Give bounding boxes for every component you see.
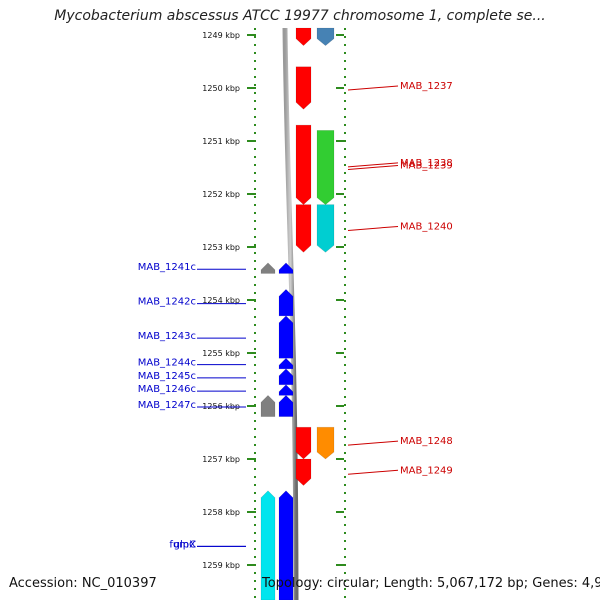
gene-arrow-feature-5[interactable] xyxy=(295,204,312,253)
gene-label-MAB_1245c[interactable]: MAB_1245c xyxy=(138,371,196,382)
tick-label: 1252 kbp xyxy=(202,190,240,199)
label-leader-line xyxy=(347,440,399,446)
tick-label: 1253 kbp xyxy=(202,243,240,252)
cds-arrow-MAB_1239[interactable] xyxy=(316,130,335,205)
gene-label-MAB_1237[interactable]: MAB_1237 xyxy=(400,81,453,92)
gene-label-MAB_1241c[interactable]: MAB_1241c xyxy=(138,262,196,273)
cds-arrow-feature-17[interactable] xyxy=(316,426,335,460)
gene-arrow-feature-8[interactable] xyxy=(278,262,294,274)
label-leader-line xyxy=(347,162,399,168)
tick-label: 1250 kbp xyxy=(202,84,240,93)
chromosome-backbone xyxy=(282,27,299,600)
gene-label-MAB_1246c[interactable]: MAB_1246c xyxy=(138,384,196,395)
cds-arrow-MAB_1247c[interactable] xyxy=(260,394,276,417)
gene-arrow-MAB_1246c[interactable] xyxy=(278,384,294,396)
tick-label: 1258 kbp xyxy=(202,508,240,517)
gene-label-MAB_1238[interactable]: MAB_1238 xyxy=(400,158,453,169)
gene-label-MAB_1240[interactable]: MAB_1240 xyxy=(400,221,453,232)
tick-label: 1257 kbp xyxy=(202,455,240,464)
gene-arrow-feature-0[interactable] xyxy=(295,27,312,47)
gene-label-MAB_1247c[interactable]: MAB_1247c xyxy=(138,400,196,411)
cds-arrow-fumC[interactable] xyxy=(260,490,276,600)
cds-arrow-MAB_1241c[interactable] xyxy=(260,262,276,274)
gene-label-MAB_1244c[interactable]: MAB_1244c xyxy=(138,358,196,369)
gene-arrow-MAB_1245c[interactable] xyxy=(278,368,294,386)
gene-arrow-feature-15[interactable] xyxy=(278,394,294,417)
gene-label-glpX[interactable]: glpX xyxy=(174,539,196,550)
gene-label-MAB_1243c[interactable]: MAB_1243c xyxy=(138,331,196,342)
kbp-ruler: 1249 kbp 1250 kbp 1251 kbp 1252 kbp 1253 kbp… xyxy=(202,31,344,570)
tick-label: 1255 kbp xyxy=(202,349,240,358)
gene-label-MAB_1248[interactable]: MAB_1248 xyxy=(400,436,453,447)
gene-label-MAB_1242c[interactable]: MAB_1242c xyxy=(138,297,196,308)
gene-arrow-glpX[interactable] xyxy=(278,490,294,600)
tick-label: 1259 kbp xyxy=(202,561,240,570)
gene-arrow-MAB_1248[interactable] xyxy=(295,426,312,460)
gene-features[interactable] xyxy=(260,27,335,600)
accession-text: Accession: NC_010397 xyxy=(9,576,157,591)
topology-text: Topology: circular; Length: 5,067,172 bp… xyxy=(262,576,600,591)
gene-arrow-MAB_1243c[interactable] xyxy=(278,315,294,359)
gene-arrow-MAB_1238[interactable] xyxy=(295,124,312,206)
tick-label: 1249 kbp xyxy=(202,31,240,40)
tick-label: 1254 kbp xyxy=(202,296,240,305)
cds-arrow-feature-1[interactable] xyxy=(316,27,335,46)
gene-arrow-MAB_1237[interactable] xyxy=(295,66,312,110)
gene-arrow-MAB_1249[interactable] xyxy=(295,458,312,486)
tick-label: 1251 kbp xyxy=(202,137,240,146)
label-leader-line xyxy=(347,469,399,475)
label-leader-line xyxy=(347,225,399,231)
label-leader-line xyxy=(347,85,399,91)
label-leader-line xyxy=(347,165,399,170)
gene-label-fumC[interactable]: fumC xyxy=(169,539,196,550)
gene-label-MAB_1239[interactable]: MAB_1239 xyxy=(400,161,453,172)
map-title: Mycobacterium abscessus ATCC 19977 chrom… xyxy=(54,8,546,24)
cds-arrow-MAB_1240[interactable] xyxy=(316,204,335,253)
gene-label-MAB_1249[interactable]: MAB_1249 xyxy=(400,465,453,476)
